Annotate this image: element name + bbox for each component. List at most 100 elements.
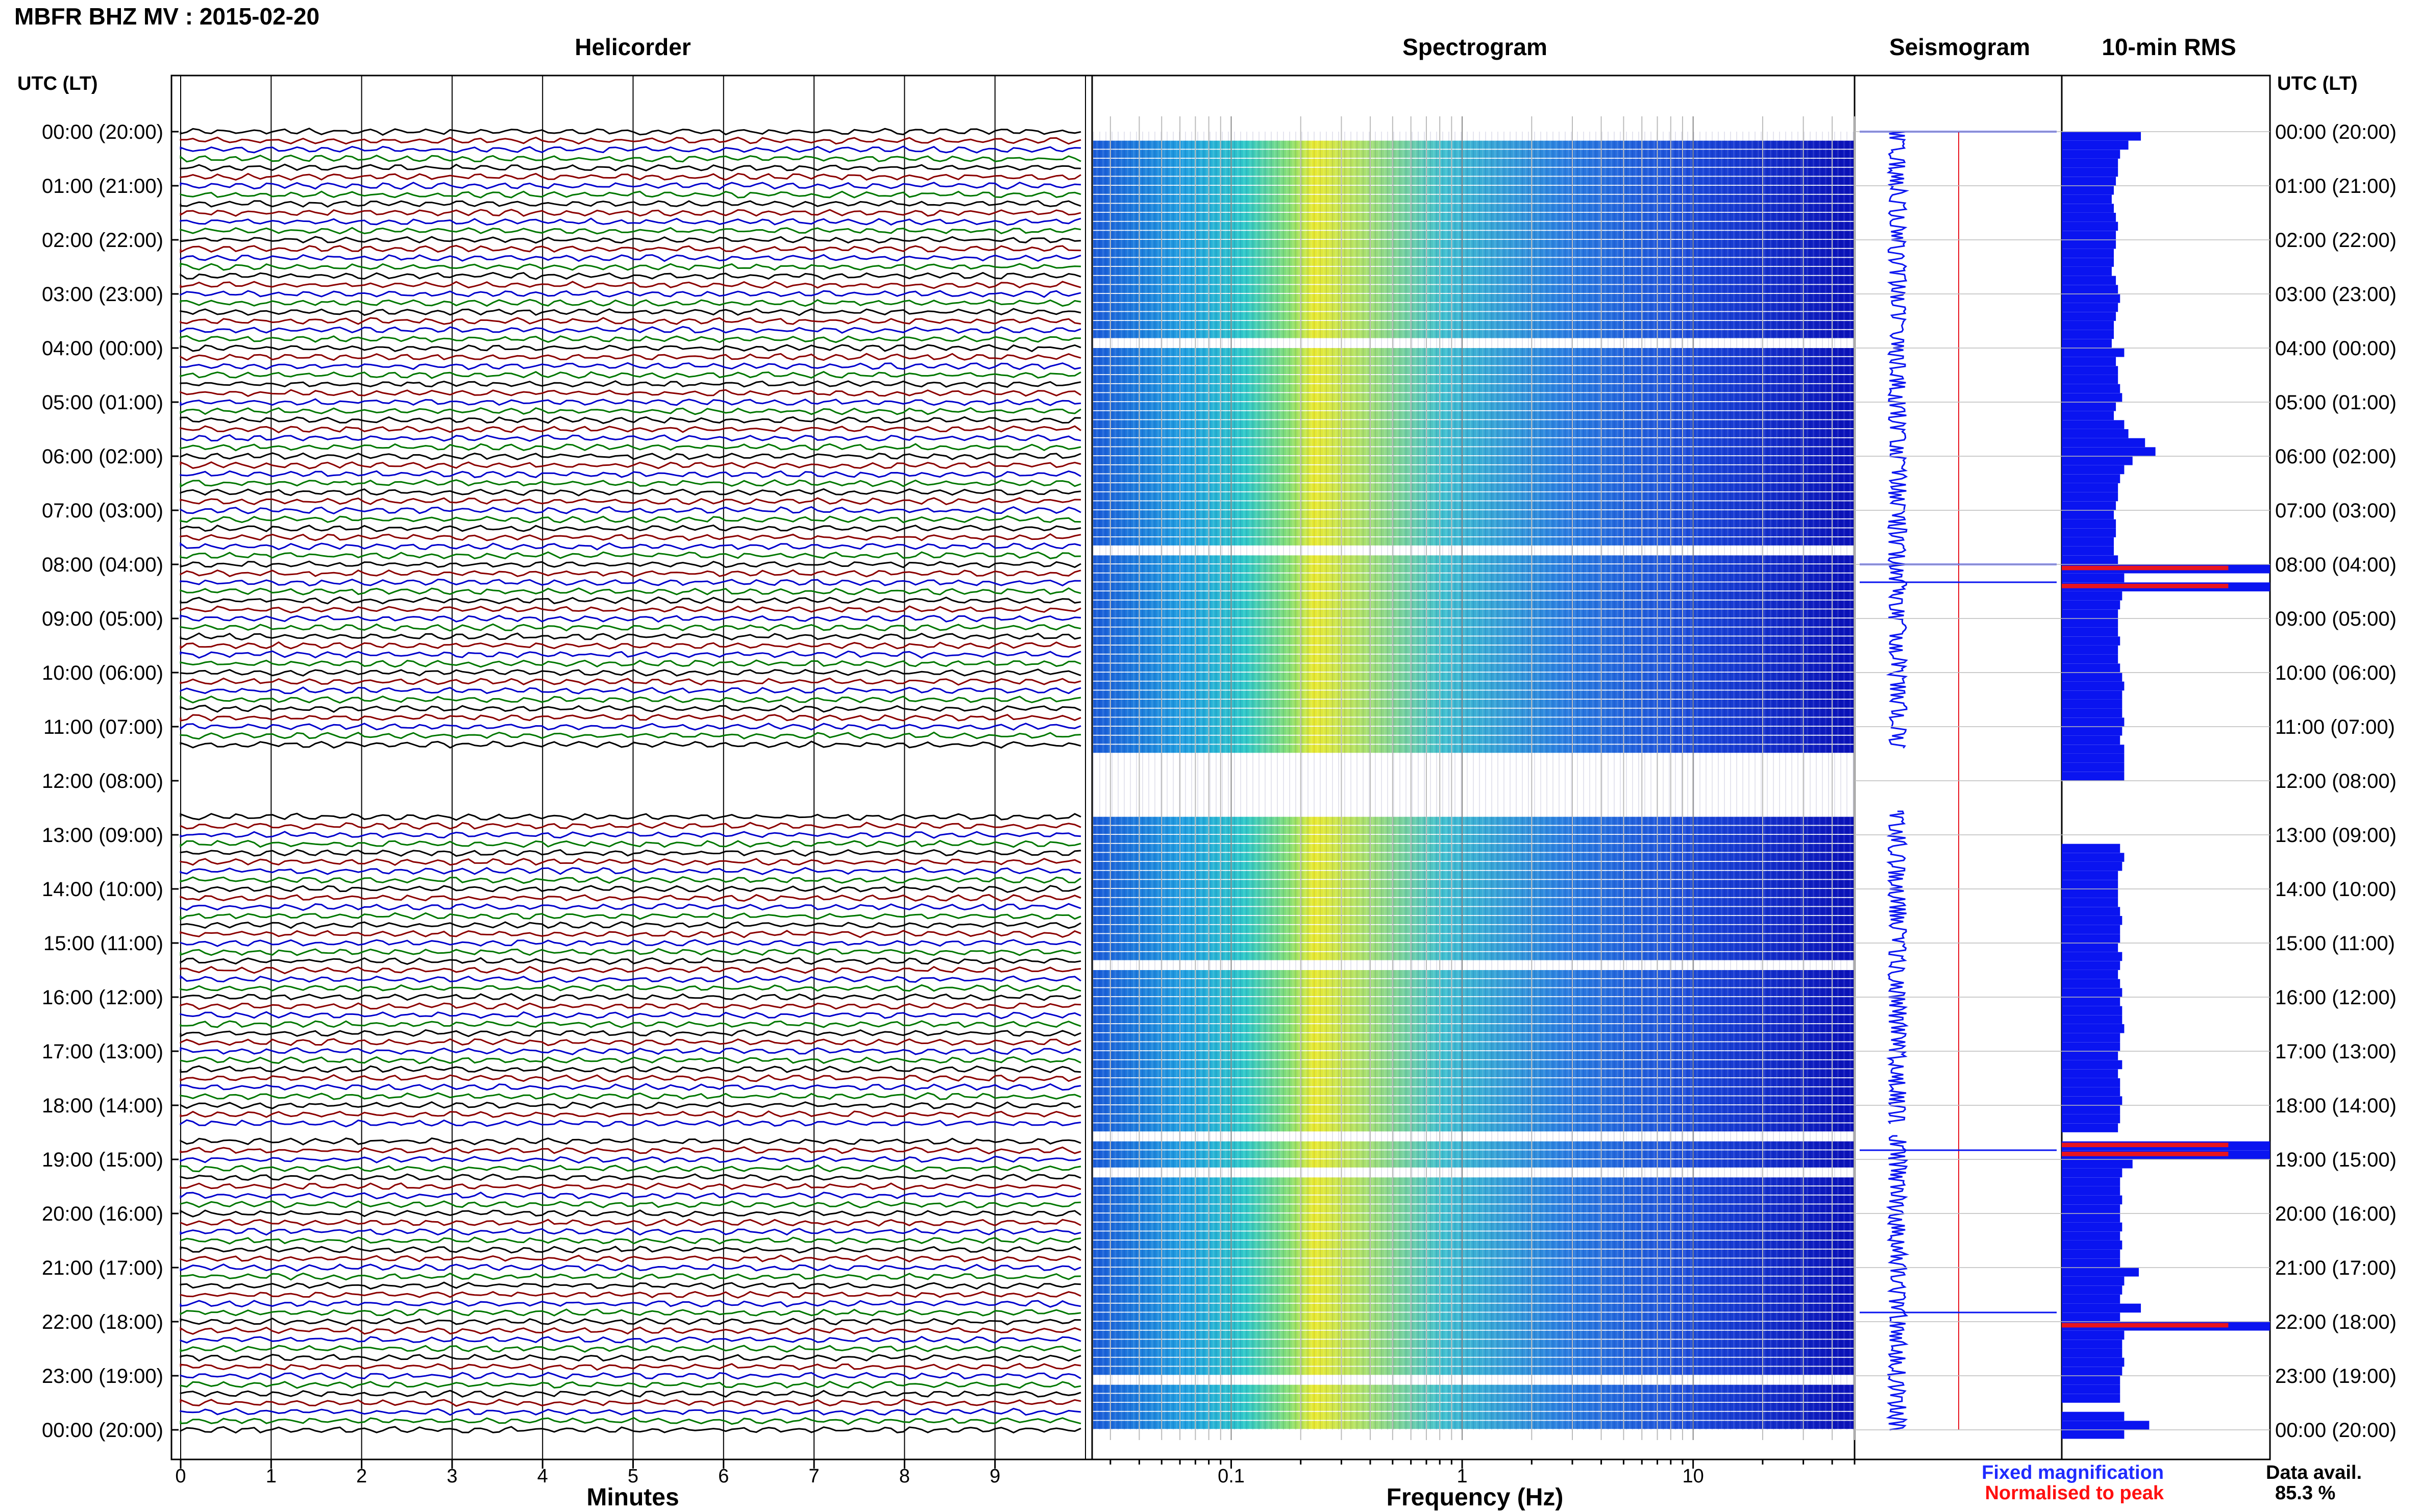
helicorder-trace bbox=[180, 1272, 1081, 1281]
rms-peak-bar bbox=[2062, 1323, 2229, 1328]
helicorder-trace bbox=[180, 1318, 1081, 1326]
rms-bar bbox=[2062, 1168, 2122, 1178]
helicorder-trace bbox=[180, 1110, 1081, 1118]
time-label-right: 23:00 (19:00) bbox=[2275, 1365, 2397, 1387]
helicorder-trace bbox=[180, 551, 1081, 560]
minutes-axis-label: Minutes bbox=[586, 1484, 679, 1511]
helicorder-trace bbox=[180, 677, 1081, 686]
minute-tick-label: 1 bbox=[266, 1466, 277, 1487]
rms-bar bbox=[2062, 312, 2116, 321]
helicorder-trace bbox=[180, 524, 1081, 532]
time-label-left: 00:00 (20:00) bbox=[42, 121, 163, 143]
helicorder-trace bbox=[180, 975, 1081, 983]
rms-bar bbox=[2062, 194, 2112, 204]
helicorder-trace bbox=[180, 623, 1081, 632]
spectrogram-title: Spectrogram bbox=[1402, 34, 1547, 60]
rms-bar bbox=[2062, 483, 2118, 492]
time-label-left: 04:00 (00:00) bbox=[42, 337, 163, 360]
rms-bar bbox=[2062, 1213, 2120, 1223]
rms-bar bbox=[2062, 555, 2118, 564]
rms-bar bbox=[2062, 1051, 2118, 1060]
helicorder-title: Helicorder bbox=[575, 34, 691, 60]
helicorder-trace bbox=[180, 353, 1081, 361]
time-label-left: 22:00 (18:00) bbox=[42, 1311, 163, 1333]
rms-bar bbox=[2062, 240, 2116, 249]
rms-bar bbox=[2062, 492, 2118, 502]
helicorder-trace bbox=[180, 939, 1081, 947]
minute-tick-label: 5 bbox=[628, 1466, 638, 1487]
helicorder-trace bbox=[180, 497, 1081, 506]
time-label-left: 09:00 (05:00) bbox=[42, 608, 163, 630]
frequency-axis-label: Frequency (Hz) bbox=[1387, 1484, 1564, 1511]
helicorder-trace bbox=[180, 506, 1081, 515]
rms-bar bbox=[2062, 700, 2122, 709]
time-label-left: 13:00 (09:00) bbox=[42, 824, 163, 847]
helicorder-trace bbox=[180, 416, 1081, 424]
time-label-left: 07:00 (03:00) bbox=[42, 500, 163, 522]
time-label-right: 01:00 (21:00) bbox=[2275, 175, 2397, 197]
rms-bar bbox=[2062, 1312, 2120, 1322]
rms-bar bbox=[2062, 681, 2125, 691]
rms-bar bbox=[2062, 1268, 2139, 1277]
helicorder-trace bbox=[180, 1056, 1081, 1064]
rms-bar bbox=[2062, 1367, 2122, 1376]
rms-bar bbox=[2062, 501, 2116, 510]
rms-bar bbox=[2062, 1276, 2125, 1286]
rms-bar bbox=[2062, 375, 2118, 384]
helicorder-trace bbox=[180, 1372, 1081, 1380]
rms-bar bbox=[2062, 717, 2125, 727]
helicorder-trace bbox=[180, 136, 1081, 145]
rms-bar bbox=[2062, 654, 2118, 664]
helicorder-trace bbox=[180, 1281, 1081, 1290]
helicorder-trace bbox=[180, 1029, 1081, 1037]
time-label-right: 09:00 (05:00) bbox=[2275, 608, 2397, 630]
helicorder-trace bbox=[180, 605, 1081, 613]
rms-bar bbox=[2062, 609, 2118, 618]
rms-bar bbox=[2062, 745, 2125, 754]
rms-bar bbox=[2062, 348, 2125, 357]
rms-bar bbox=[2062, 221, 2118, 231]
rms-bar bbox=[2062, 303, 2118, 312]
minute-tick-label: 7 bbox=[809, 1466, 820, 1487]
helicorder-trace bbox=[180, 668, 1081, 677]
rms-bar bbox=[2062, 150, 2120, 159]
rms-bar bbox=[2062, 871, 2118, 880]
helicorder-trace bbox=[180, 407, 1081, 415]
helicorder-trace bbox=[180, 1020, 1081, 1028]
helicorder-trace bbox=[180, 470, 1081, 478]
helicorder-trace bbox=[180, 596, 1081, 605]
rms-bar bbox=[2062, 546, 2114, 556]
rms-bar bbox=[2062, 384, 2120, 393]
rms-bar bbox=[2062, 204, 2114, 213]
rms-bar bbox=[2062, 1186, 2120, 1196]
rms-peak-bar bbox=[2062, 565, 2229, 571]
helicorder-trace bbox=[180, 993, 1081, 1001]
helicorder-trace bbox=[180, 227, 1081, 235]
rms-bar bbox=[2062, 231, 2116, 240]
rms-peak-bar bbox=[2062, 1151, 2229, 1156]
rms-bar bbox=[2062, 276, 2116, 285]
helicorder-trace bbox=[180, 172, 1081, 181]
rms-bar bbox=[2062, 456, 2133, 465]
time-label-right: 10:00 (06:00) bbox=[2275, 662, 2397, 684]
helicorder-trace bbox=[180, 281, 1081, 289]
rms-bar bbox=[2062, 970, 2118, 979]
helicorder-trace bbox=[180, 236, 1081, 244]
helicorder-trace bbox=[180, 262, 1081, 271]
helicorder-trace bbox=[180, 1263, 1081, 1272]
time-label-left: 05:00 (01:00) bbox=[42, 391, 163, 414]
helicorder-trace bbox=[180, 659, 1081, 668]
rms-bar bbox=[2062, 1231, 2120, 1241]
rms-bar bbox=[2062, 772, 2125, 781]
helicorder-trace bbox=[180, 452, 1081, 460]
rms-bar bbox=[2062, 1357, 2125, 1367]
rms-bar bbox=[2062, 1033, 2120, 1043]
helicorder-trace bbox=[180, 155, 1081, 163]
rms-bar bbox=[2062, 1069, 2118, 1078]
time-label-left: 00:00 (20:00) bbox=[42, 1419, 163, 1442]
helicorder-trace bbox=[180, 1362, 1081, 1371]
rms-bar bbox=[2062, 159, 2118, 168]
helicorder-trace bbox=[180, 957, 1081, 965]
helicorder-trace bbox=[180, 1291, 1081, 1299]
rms-bar bbox=[2062, 285, 2118, 294]
